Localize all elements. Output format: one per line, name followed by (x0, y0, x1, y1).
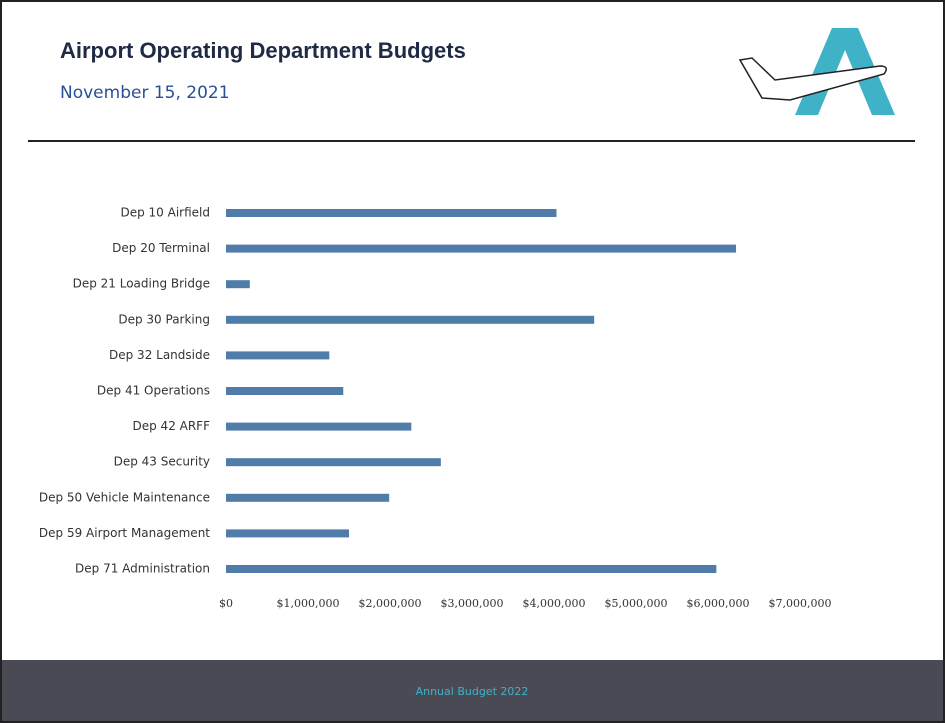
y-tick-label: Dep 10 Airfield (120, 206, 210, 220)
bar (226, 422, 412, 431)
x-tick-label: $0 (219, 597, 233, 610)
bar (226, 493, 390, 502)
y-tick-label: Dep 42 ARFF (133, 419, 211, 433)
y-tick-label: Dep 21 Loading Bridge (73, 277, 210, 291)
bar (226, 209, 557, 217)
y-tick-label: Dep 71 Administration (75, 562, 210, 576)
x-tick-label: $5,000,000 (605, 597, 668, 610)
x-tick-label: $4,000,000 (523, 597, 586, 610)
x-tick-label: $6,000,000 (687, 597, 750, 610)
bar (226, 280, 250, 289)
y-tick-label: Dep 30 Parking (118, 312, 210, 326)
y-tick-label: Dep 43 Security (114, 455, 210, 469)
bar (226, 244, 737, 253)
x-tick-label: $3,000,000 (441, 597, 504, 610)
y-tick-label: Dep 41 Operations (97, 384, 210, 398)
footer-text: Annual Budget 2022 (416, 685, 529, 698)
slide-title: Airport Operating Department Budgets (60, 38, 466, 63)
x-tick-label: $7,000,000 (769, 597, 832, 610)
slide-subtitle: November 15, 2021 (60, 83, 230, 103)
y-tick-label: Dep 50 Vehicle Maintenance (39, 490, 210, 504)
x-tick-label: $1,000,000 (277, 597, 340, 610)
logo (738, 28, 895, 115)
bar (226, 529, 349, 538)
bar (226, 565, 717, 573)
bar (226, 458, 441, 467)
bar (226, 351, 330, 360)
bar (226, 315, 595, 324)
y-tick-label: Dep 20 Terminal (112, 241, 210, 255)
y-tick-label: Dep 59 Airport Management (39, 526, 210, 540)
x-tick-label: $2,000,000 (359, 597, 422, 610)
footer-band (2, 660, 943, 721)
y-tick-label: Dep 32 Landside (109, 348, 210, 362)
bar (226, 387, 344, 395)
